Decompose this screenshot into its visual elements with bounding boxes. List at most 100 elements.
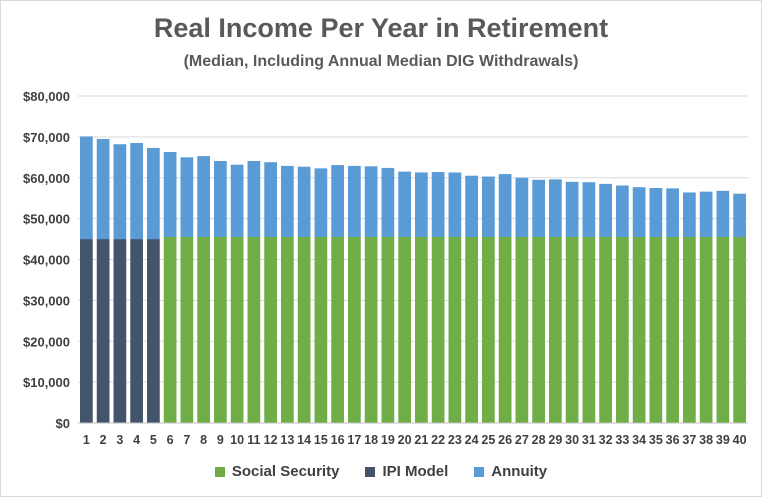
x-tick-label: 40 [733, 433, 747, 447]
bar-annuity [80, 136, 93, 240]
x-tick-label: 8 [200, 433, 207, 447]
bar-social-security [683, 237, 696, 423]
bar-annuity [549, 179, 562, 238]
x-tick-label: 14 [297, 433, 311, 447]
bar-annuity [163, 151, 177, 238]
chart-subtitle: (Median, Including Annual Median DIG Wit… [183, 53, 579, 70]
bar-annuity [297, 166, 311, 238]
bar-social-security [666, 237, 679, 423]
x-tick-label: 33 [615, 433, 629, 447]
bar-annuity [415, 172, 428, 238]
bar-social-security [465, 237, 478, 423]
x-tick-label: 13 [280, 433, 294, 447]
legend-swatch-ipi-model [365, 466, 376, 477]
y-tick-label: $80,000 [23, 89, 70, 104]
bar-social-security [716, 237, 730, 423]
bar-social-security [599, 237, 612, 423]
bar-annuity [565, 181, 579, 238]
bar-annuity [683, 192, 696, 238]
bar-social-security [431, 237, 445, 423]
x-tick-label: 2 [100, 433, 107, 447]
bar-social-security [381, 237, 395, 423]
bar-social-security [314, 237, 328, 423]
x-tick-label: 10 [230, 433, 244, 447]
bar-annuity [381, 167, 395, 238]
bar-annuity [130, 143, 143, 240]
bar-social-security [297, 237, 311, 423]
bar-social-security [214, 237, 227, 423]
bar-social-security [498, 237, 512, 423]
bar-annuity [398, 171, 411, 238]
x-tick-label: 21 [414, 433, 428, 447]
x-tick-label: 27 [515, 433, 529, 447]
x-tick-label: 6 [167, 433, 174, 447]
bar-annuity [515, 177, 529, 238]
x-tick-label: 3 [116, 433, 123, 447]
bar-social-security [699, 237, 713, 423]
bar-annuity [649, 187, 663, 238]
y-tick-label: $10,000 [23, 375, 70, 390]
bar-ipi-model [113, 239, 127, 423]
legend-swatch-social-security [214, 466, 225, 477]
bar-annuity [482, 176, 495, 238]
legend-label-social-security: Social Security [231, 463, 340, 480]
bar-social-security [733, 237, 746, 423]
bar-annuity [281, 165, 294, 238]
bar-social-security [163, 237, 177, 423]
x-tick-label: 7 [183, 433, 190, 447]
bar-social-security [415, 237, 428, 423]
bar-annuity [331, 165, 344, 238]
bar-social-security [632, 237, 646, 423]
x-tick-label: 28 [532, 433, 546, 447]
bar-annuity [599, 183, 612, 238]
x-tick-label: 9 [217, 433, 224, 447]
bar-annuity [180, 157, 194, 238]
bar-annuity [465, 175, 478, 238]
y-tick-label: $40,000 [23, 253, 70, 268]
x-tick-label: 37 [682, 433, 696, 447]
y-tick-label: $0 [56, 416, 70, 431]
bar-social-security [448, 237, 462, 423]
x-tick-label: 11 [247, 433, 260, 447]
x-tick-label: 22 [431, 433, 445, 447]
x-tick-label: 30 [565, 433, 579, 447]
bar-annuity [632, 187, 646, 238]
bar-social-security [331, 237, 344, 423]
x-tick-label: 35 [649, 433, 663, 447]
chart-plot-area: $0 $10,000 $20,000 $30,000 $40,000 $50,000 $60… [23, 89, 748, 447]
x-tick-label: 25 [481, 433, 495, 447]
bar-annuity [733, 193, 746, 238]
y-tick-label: $60,000 [23, 171, 70, 186]
y-tick-label: $20,000 [23, 334, 70, 349]
bar-annuity [431, 172, 445, 238]
bar-annuity [666, 188, 679, 238]
bar-social-security [230, 237, 244, 423]
legend-item-social-security: Social Security [214, 463, 340, 480]
bar-annuity [214, 160, 227, 238]
bar-annuity [247, 160, 261, 238]
y-tick-label: $30,000 [23, 293, 70, 308]
bar-annuity [264, 162, 277, 238]
bar-social-security [649, 237, 663, 423]
bar-annuity [498, 174, 512, 238]
bar-annuity [699, 191, 713, 238]
bar-ipi-model [80, 239, 93, 423]
x-tick-label: 5 [150, 433, 157, 447]
x-tick-label: 4 [133, 433, 140, 447]
bar-social-security [515, 237, 529, 423]
x-tick-label: 29 [548, 433, 562, 447]
x-tick-label: 38 [699, 433, 713, 447]
bar-ipi-model [130, 239, 143, 423]
x-tick-label: 19 [381, 433, 395, 447]
x-tick-label: 31 [582, 433, 596, 447]
x-tick-label: 32 [599, 433, 613, 447]
x-tick-label: 15 [314, 433, 328, 447]
bar-annuity [582, 182, 596, 238]
x-tick-label: 18 [364, 433, 378, 447]
bar-social-security [398, 237, 411, 423]
bar-social-security [264, 237, 277, 423]
bar-annuity [96, 138, 110, 240]
legend-label-annuity: Annuity [491, 463, 548, 480]
bar-annuity [230, 164, 244, 238]
